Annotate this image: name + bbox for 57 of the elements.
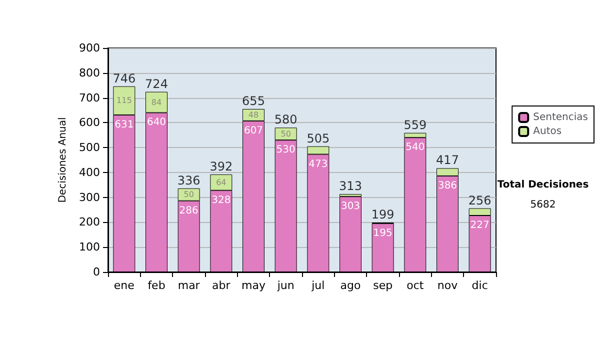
text: 5682 [530, 200, 556, 210]
y-tick-label: 0 [93, 266, 100, 278]
y-tick-label: 400 [79, 166, 100, 179]
data-label: 50 [184, 190, 194, 200]
total-label: 559 [404, 118, 427, 132]
data-label: 195 [373, 228, 392, 239]
data-label: 473 [308, 158, 328, 170]
x-tick-label: mar [178, 279, 200, 292]
total-label: 724 [145, 76, 168, 91]
y-tick-label: 900 [79, 42, 100, 54]
y-tick-label: 200 [79, 216, 100, 229]
y-axis-title: Decisiones Anual [58, 117, 69, 203]
x-tick-label: dic [472, 279, 488, 292]
data-label: 640 [146, 117, 166, 128]
y-tick-label: 600 [79, 116, 100, 130]
total-label: 313 [339, 179, 362, 194]
total-label: 505 [306, 131, 330, 146]
y-tick-label: 700 [79, 91, 100, 104]
data-label: 607 [244, 125, 264, 136]
data-label: 540 [406, 142, 425, 154]
data-label: 227 [470, 220, 490, 231]
x-tick-label: oct [406, 279, 424, 292]
y-tick-label: 500 [79, 141, 100, 154]
x-tick-label: abr [212, 279, 231, 292]
x-tick-label: may [242, 279, 266, 292]
data-label: 48 [248, 110, 259, 120]
data-label: 64 [216, 178, 226, 187]
total-label: 256 [468, 193, 492, 208]
data-label: 386 [438, 180, 458, 192]
data-label: 328 [212, 194, 231, 206]
total-label: 336 [177, 173, 200, 188]
y-tick-label: 100 [79, 240, 100, 254]
y-tick-label: 800 [79, 66, 100, 80]
total-label: 746 [112, 71, 136, 86]
data-label: 530 [276, 144, 296, 156]
text: Total Decisiones [497, 180, 589, 190]
total-label: 580 [274, 112, 298, 127]
data-label: 303 [340, 201, 360, 212]
legend-label: Sentencias [533, 112, 588, 123]
data-label: 631 [114, 119, 134, 130]
x-tick-label: nov [437, 279, 458, 292]
x-tick-label: ago [340, 279, 361, 292]
x-tick-label: jul [310, 279, 325, 292]
data-label: 50 [280, 129, 291, 138]
total-label: 392 [210, 159, 233, 174]
legend-label: Autos [533, 126, 562, 137]
total-label: 655 [242, 94, 265, 108]
x-tick-label: sep [373, 279, 393, 292]
y-tick-label: 300 [79, 190, 100, 204]
total-label: 417 [436, 153, 459, 168]
total-label: 199 [371, 207, 394, 222]
data-label: 84 [151, 98, 162, 107]
x-tick-label: jun [276, 279, 294, 292]
x-tick-label: feb [148, 279, 166, 292]
data-label: 286 [179, 205, 198, 216]
x-tick-label: ene [114, 279, 135, 292]
data-label: 115 [116, 96, 132, 106]
